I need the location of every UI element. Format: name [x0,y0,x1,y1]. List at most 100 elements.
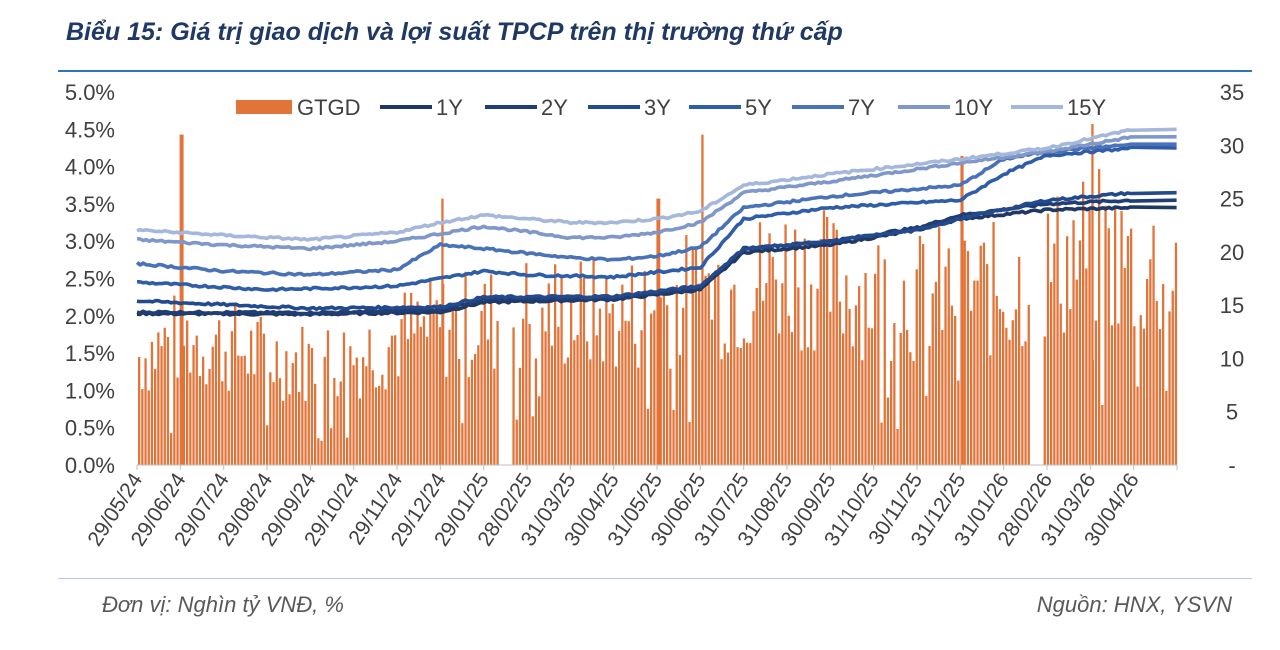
gtgd-bar [826,217,829,465]
gtgd-bar [688,422,691,465]
gtgd-bar [544,331,547,465]
gtgd-bar [451,307,454,465]
gtgd-bar [250,330,253,465]
gtgd-bar [1046,213,1050,465]
legend-label-15y: 15Y [1067,95,1106,120]
gtgd-bar [483,283,486,465]
gtgd-bar [989,355,992,465]
gtgd-bar [262,333,266,465]
legend-label-10y: 10Y [954,95,993,120]
gtgd-bar [512,327,515,465]
gtgd-bar [957,380,960,465]
gtgd-bar [976,280,979,465]
gtgd-bar [899,333,902,465]
y-left-tick-label: 2.5% [65,267,115,292]
yield-line-15y [136,127,1177,242]
gtgd-bar [726,352,730,465]
gtgd-bar-spike [658,198,661,465]
gtgd-bar [586,341,589,465]
y-left-tick-label: 1.5% [65,341,115,366]
gtgd-bar [931,293,934,465]
gtgd-bar [806,347,810,465]
gtgd-bar [678,355,682,465]
gtgd-bar [163,327,166,465]
gtgd-bar [662,294,666,465]
gtgd-bar [525,263,528,465]
gtgd-bar [790,332,794,465]
gtgd-bar [515,419,518,465]
gtgd-bar [1155,300,1158,465]
legend-label-2y: 2Y [541,95,568,120]
gtgd-bar [1027,304,1030,465]
gtgd-bar [698,283,701,465]
gtgd-bar [1072,220,1075,465]
y-right-tick-label: - [1228,453,1235,478]
gtgd-bar [490,274,493,465]
yield-line-10y [136,135,1177,252]
y-left-tick-label: 1.0% [65,378,115,403]
gtgd-bar [320,440,323,465]
gtgd-bar [1101,405,1104,465]
gtgd-bar [944,266,947,465]
gtgd-bar [221,381,224,465]
gtgd-bar [1056,196,1059,465]
gtgd-bar [522,318,525,465]
gtgd-bar [214,334,218,465]
gtgd-bar [1107,228,1110,465]
gtgd-bar [758,222,762,465]
yield-line-7y [135,142,1177,277]
gtgd-bar [842,333,845,465]
gtgd-bar [531,416,534,465]
gtgd-bar [349,346,352,465]
gtgd-bar [1123,267,1126,465]
gtgd-bar [810,284,813,465]
gtgd-bar [240,356,243,465]
gtgd-bar [298,392,301,465]
gtgd-bar [784,224,787,465]
gtgd-bar [714,277,717,465]
gtgd-bar [432,312,435,465]
gtgd-bar [269,372,272,465]
gtgd-bar [413,333,416,465]
y-left-tick-label: 3.0% [65,229,115,254]
gtgd-bar [650,313,653,465]
gtgd-bar [330,428,333,465]
gtgd-bar [1133,326,1136,465]
gtgd-bar [182,345,186,465]
legend-label-3y: 3Y [644,95,671,120]
gtgd-bar [154,369,157,465]
gtgd-bar [1005,327,1008,465]
gtgd-bar [611,303,614,465]
gtgd-bar [326,330,330,465]
legend-label-1y: 1Y [436,95,463,120]
gtgd-bar-spike [1091,124,1094,465]
gtgd-bar [950,305,954,465]
gtgd-bar [621,284,624,465]
gtgd-bar [915,269,918,465]
gtgd-bar [630,265,634,465]
y-right-tick-label: 10 [1220,346,1244,371]
gtgd-bar [1126,236,1130,465]
gtgd-bar [877,245,880,465]
gtgd-bar [426,336,429,465]
gtgd-bar [851,346,854,465]
gtgd-bar [1002,311,1005,465]
gtgd-bar [861,360,864,465]
gtgd-bar [739,348,742,465]
gtgd-bar [256,321,259,465]
gtgd-bar [966,251,970,465]
gtgd-bar [480,311,483,465]
gtgd-bar [570,301,573,465]
gtgd-bar [1165,390,1168,465]
gtgd-bar [278,378,282,465]
gtgd-bar [1158,329,1162,465]
yield-line-5y [136,145,1177,293]
gtgd-bar [797,287,800,465]
gtgd-bar [323,356,326,465]
gtgd-bar [803,238,806,465]
gtgd-bar [768,233,771,465]
gtgd-bar [656,198,659,465]
gtgd-bar [640,330,643,465]
gtgd-bar [890,361,893,465]
gtgd-bar [832,223,835,465]
